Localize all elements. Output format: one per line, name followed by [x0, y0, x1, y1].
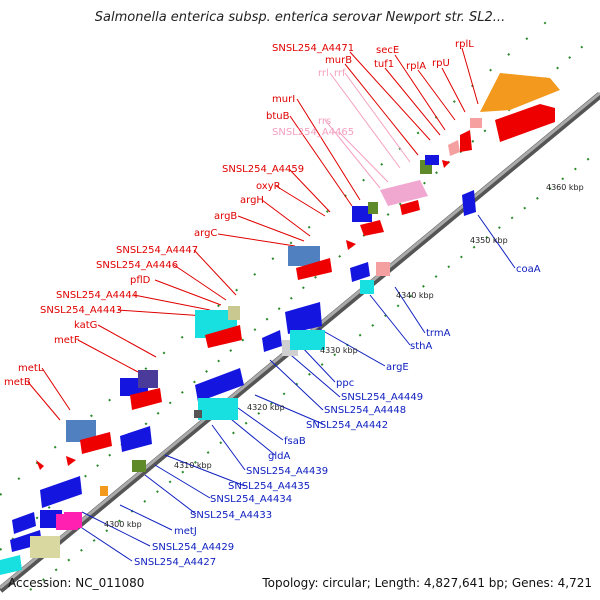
gc-dot-track-outer: [0, 39, 591, 551]
tick-4320: 4320 kbp: [247, 403, 285, 412]
gene-label-rpla[interactable]: rplA: [406, 61, 426, 72]
gene-label-oxyr[interactable]: oxyR: [256, 181, 281, 192]
gene-label-pfld[interactable]: pflD: [130, 275, 151, 286]
rna-gene-labels: rrl rrf rrs SNSL254_A4465: [272, 68, 354, 138]
gene-label-argc[interactable]: argC: [194, 228, 217, 239]
gene-label-tuf1[interactable]: tuf1: [374, 59, 394, 70]
gene-label-snsl254-a4444[interactable]: SNSL254_A4444: [56, 290, 138, 301]
gene-label-snsl254-a4435[interactable]: SNSL254_A4435: [228, 481, 310, 492]
gene-label-arge[interactable]: argE: [386, 362, 409, 373]
gene-label-trma[interactable]: trmA: [426, 328, 451, 339]
gene-label-stha[interactable]: sthA: [410, 341, 432, 352]
gene-label-snsl254-a4439[interactable]: SNSL254_A4439: [246, 466, 328, 477]
reverse-features-track: [12, 190, 476, 534]
tick-4310: 4310 kbp: [174, 461, 212, 470]
accession-text: Accession: NC_011080: [8, 576, 145, 590]
gene-label-snsl254-a4442[interactable]: SNSL254_A4442: [306, 420, 388, 431]
tick-4350: 4350 kbp: [470, 236, 508, 245]
gene-label-snsl254-a4427[interactable]: SNSL254_A4427: [134, 557, 216, 568]
gene-label-rrf[interactable]: rrf: [334, 68, 346, 79]
gene-label-rpll[interactable]: rplL: [455, 39, 474, 50]
gene-label-ppc[interactable]: ppc: [336, 378, 354, 389]
rna-leader-lines: [324, 72, 411, 189]
gene-label-sece[interactable]: secE: [376, 45, 399, 56]
gene-label-metf[interactable]: metF: [54, 335, 80, 346]
gene-label-rpu[interactable]: rpU: [432, 58, 450, 69]
gene-label-rrl[interactable]: rrl: [318, 68, 329, 79]
genome-title: Salmonella enterica subsp. enterica sero…: [94, 10, 506, 25]
forward-gene-labels: SNSL254_A4471 murB secE tuf1 rplA rpU rp…: [4, 39, 474, 388]
gene-label-snsl254-a4443[interactable]: SNSL254_A4443: [40, 305, 122, 316]
genome-summary-text: Topology: circular; Length: 4,827,641 bp…: [262, 576, 592, 590]
gene-label-muri[interactable]: murI: [272, 94, 295, 105]
gene-label-coaa[interactable]: coaA: [516, 264, 541, 275]
gene-label-glda[interactable]: gldA: [268, 451, 290, 462]
tick-4300: 4300 kbp: [104, 520, 142, 529]
gene-label-rrs[interactable]: rrs: [318, 116, 331, 127]
gene-label-snsl254-a4429[interactable]: SNSL254_A4429: [152, 542, 234, 553]
gene-label-metl[interactable]: metL: [18, 363, 44, 374]
forward-features-track: [0, 73, 560, 575]
gene-label-snsl254-a4447[interactable]: SNSL254_A4447: [116, 245, 198, 256]
gene-label-metb[interactable]: metB: [4, 377, 31, 388]
gene-label-snsl254-a4465[interactable]: SNSL254_A4465: [272, 127, 354, 138]
gene-label-btub[interactable]: btuB: [266, 111, 290, 122]
gene-label-argb[interactable]: argB: [214, 211, 237, 222]
reverse-gene-labels: coaA trmA sthA argE ppc SNSL254_A4449 SN…: [134, 264, 541, 568]
gene-label-snsl254-a4449[interactable]: SNSL254_A4449: [341, 392, 423, 403]
gene-label-katg[interactable]: katG: [74, 320, 97, 331]
gene-label-murb[interactable]: murB: [325, 55, 352, 66]
gene-label-metj[interactable]: metJ: [174, 526, 197, 537]
gene-label-snsl254-a4448[interactable]: SNSL254_A4448: [324, 405, 406, 416]
tick-4360: 4360 kbp: [546, 183, 584, 192]
tick-4330: 4330 kbp: [320, 346, 358, 355]
gene-label-snsl254-a4471[interactable]: SNSL254_A4471: [272, 43, 354, 54]
gene-label-snsl254-a4433[interactable]: SNSL254_A4433: [190, 510, 272, 521]
gene-label-snsl254-a4446[interactable]: SNSL254_A4446: [96, 260, 178, 271]
gene-label-argh[interactable]: argH: [240, 195, 264, 206]
gene-label-fsab[interactable]: fsaB: [284, 436, 306, 447]
tick-4340: 4340 kbp: [396, 291, 434, 300]
gene-label-snsl254-a4434[interactable]: SNSL254_A4434: [210, 494, 292, 505]
forward-leader-lines: [27, 47, 479, 421]
gene-label-snsl254-a4459[interactable]: SNSL254_A4459: [222, 164, 304, 175]
